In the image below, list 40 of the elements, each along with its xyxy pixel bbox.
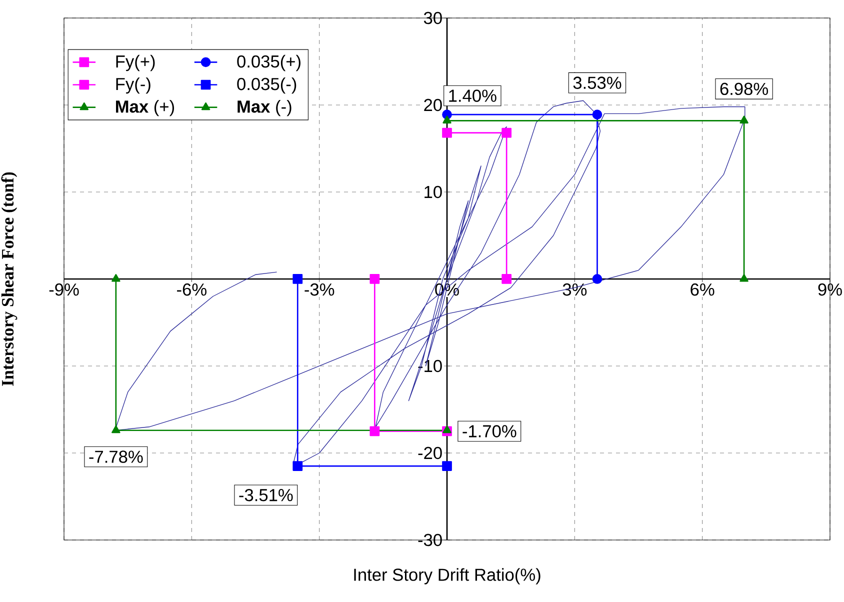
x-tick-label: -3% [304,283,334,296]
point [370,426,380,436]
legend-label: Max (-) [238,100,292,116]
y-tick-label: 30 [424,12,442,24]
point [502,128,512,138]
y-tick-label: 10 [424,186,442,198]
point [442,116,452,124]
legend-label: 0.035(-) [237,77,296,94]
point [442,461,452,471]
legend-label: Max (+) [116,100,174,116]
x-tick-label: -6% [177,283,206,296]
point [740,274,748,282]
legend-label: Fy(+) [116,54,155,72]
annotation: 6.98% [720,82,768,96]
point [370,274,380,284]
point [442,425,452,434]
y-axis-title: Interstory Shear Force (tonf) [1,172,18,386]
point [112,425,120,434]
point [740,116,748,124]
x-tick-label: 9% [818,283,842,296]
x-tick-label: -9% [49,283,79,296]
annotation: -1.70% [462,425,516,438]
legend-label: 0.035(+) [237,54,300,72]
y-tick-label: -30 [418,534,442,546]
point [592,110,602,120]
point [112,274,120,282]
legend-label: Fy(-) [116,77,150,94]
x-tick-label: 6% [690,283,714,296]
y-tick-label: -20 [418,446,442,460]
annotation: 1.40% [449,90,496,102]
point [292,461,303,471]
annotation: -3.51% [239,488,293,502]
point [502,274,512,284]
annotation: -7.78% [89,450,143,463]
x-axis-title: Inter Story Drift Ratio(%) [354,568,540,584]
point [442,128,452,138]
annotation: 3.53% [573,76,622,89]
y-tick-label: 20 [424,98,442,112]
point [592,274,602,284]
point [292,274,303,284]
